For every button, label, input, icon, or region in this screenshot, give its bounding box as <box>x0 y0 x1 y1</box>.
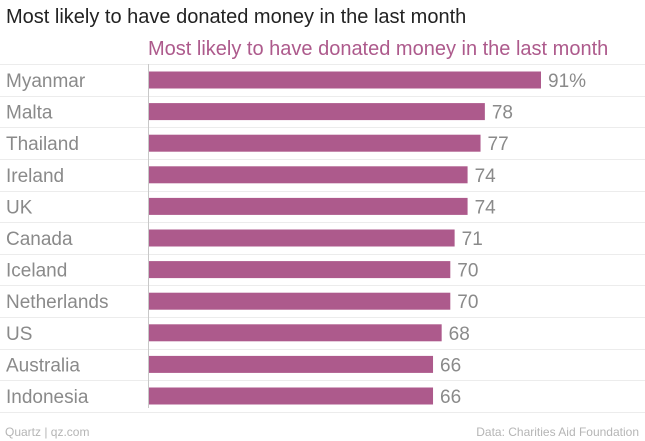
bar <box>148 387 434 405</box>
bar <box>148 166 468 184</box>
data-label: 66 <box>440 355 461 376</box>
bar <box>148 71 541 89</box>
category-label: Australia <box>6 355 80 376</box>
category-label: Iceland <box>6 261 67 282</box>
bar <box>148 134 481 152</box>
bar <box>148 292 451 310</box>
data-label: 66 <box>440 387 461 408</box>
chart-title: Most likely to have donated money in the… <box>6 6 467 28</box>
category-label: Canada <box>6 229 73 250</box>
category-label: Netherlands <box>6 292 108 313</box>
category-label: Myanmar <box>6 71 86 92</box>
data-label: 74 <box>475 197 497 218</box>
category-label: US <box>6 324 32 345</box>
data-label: 78 <box>492 103 513 124</box>
bar <box>148 261 451 279</box>
data-label: 71 <box>462 229 483 250</box>
category-label: Indonesia <box>6 387 89 408</box>
data-label: 70 <box>457 261 478 282</box>
data-label: 77 <box>488 134 509 155</box>
bar <box>148 355 434 373</box>
source-credit: Quartz | qz.com <box>5 425 90 439</box>
bars: Myanmar 91% Malta 78 Thailand 77 Ireland 74 UK 74… <box>6 71 586 408</box>
category-label: UK <box>6 197 33 218</box>
category-label: Ireland <box>6 166 64 187</box>
bar <box>148 103 485 121</box>
bar <box>148 197 468 215</box>
series-title: Most likely to have donated money in the… <box>148 38 609 60</box>
data-label: 91% <box>548 71 586 92</box>
category-label: Thailand <box>6 134 79 155</box>
category-label: Malta <box>6 103 53 124</box>
bar <box>148 229 455 247</box>
data-label: 74 <box>475 166 497 187</box>
data-label: 70 <box>457 292 478 313</box>
data-label: 68 <box>449 324 470 345</box>
data-source: Data: Charities Aid Foundation <box>476 425 639 439</box>
gridlines <box>0 64 645 413</box>
bar <box>148 324 442 342</box>
